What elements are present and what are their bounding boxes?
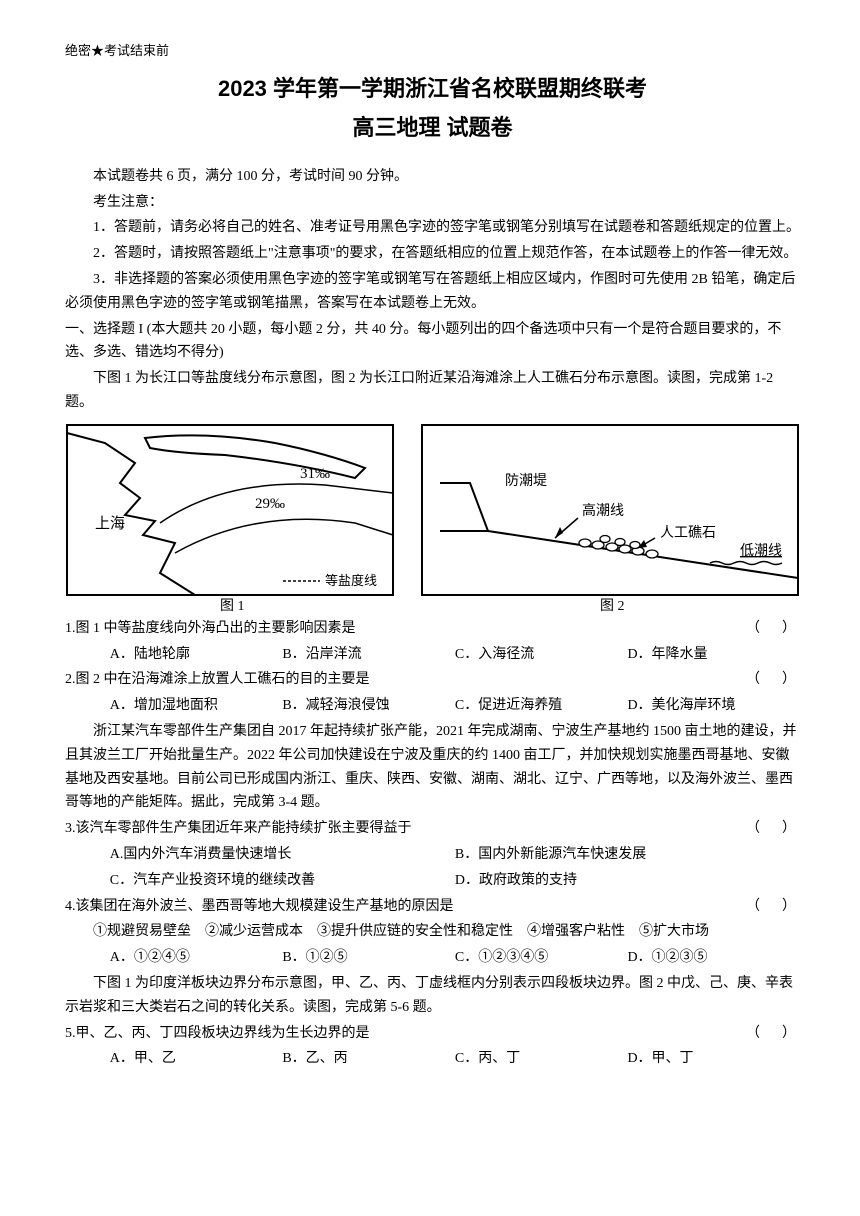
- q4-opt-a: A．①②④⑤: [110, 946, 283, 970]
- question-3: 3.该汽车零部件生产集团近年来产能持续扩张主要得益于 （ ）: [65, 817, 800, 841]
- q1-opt-d: D．年降水量: [627, 643, 800, 667]
- q3-options-row2: C．汽车产业投资环境的继续改善 D．政府政策的支持: [65, 869, 800, 893]
- q3-opt-a: A.国内外汽车消费量快速增长: [110, 843, 455, 867]
- q4-opt-c: C．①②③④⑤: [455, 946, 628, 970]
- title-main: 2023 学年第一学期浙江省名校联盟期终联考: [65, 70, 800, 107]
- q3-opt-c: C．汽车产业投资环境的继续改善: [110, 869, 455, 893]
- q2-options: A．增加湿地面积 B．减轻海浪侵蚀 C．促进近海养殖 D．美化海岸环境: [65, 694, 800, 718]
- q1-paren: （ ）: [746, 617, 800, 641]
- q5-paren: （ ）: [746, 1022, 800, 1046]
- fig2-hightide: 高潮线: [582, 502, 624, 519]
- question-1: 1.图 1 中等盐度线向外海凸出的主要影响因素是 （ ）: [65, 617, 800, 641]
- q4-opt-d: D．①②③⑤: [627, 946, 800, 970]
- intro-line: 本试题卷共 6 页，满分 100 分，考试时间 90 分钟。: [65, 165, 800, 189]
- notice-2: 2．答题时，请按照答题纸上"注意事项"的要求，在答题纸相应的位置上规范作答，在本…: [65, 242, 800, 266]
- figure-2: 防潮堤 高潮线 人工礁石 低潮线 图 2: [420, 423, 800, 613]
- q4-items: ①规避贸易壁垒 ②减少运营成本 ③提升供应链的安全性和稳定性 ④增强客户粘性 ⑤…: [65, 920, 800, 944]
- fig2-lowtide: 低潮线: [740, 543, 782, 559]
- title-sub: 高三地理 试题卷: [65, 109, 800, 146]
- fig1-city: 上海: [95, 515, 125, 532]
- fig1-contour1: 31‰: [300, 466, 330, 482]
- q3-opt-b: B．国内外新能源汽车快速发展: [455, 843, 800, 867]
- question-4: 4.该集团在海外波兰、墨西哥等地大规模建设生产基地的原因是 （ ）: [65, 895, 800, 919]
- notice-header: 考生注意：: [65, 191, 800, 215]
- q2-paren: （ ）: [746, 668, 800, 692]
- fig2-caption: 图 2: [600, 599, 625, 613]
- q2-opt-d: D．美化海岸环境: [627, 694, 800, 718]
- q5-opt-b: B．乙、丙: [282, 1047, 455, 1071]
- fig1-contour2: 29‰: [255, 496, 285, 512]
- q4-opt-b: B．①②⑤: [282, 946, 455, 970]
- figure-1-svg: 31‰ 29‰ 上海 等盐度线 图 1: [65, 423, 395, 613]
- passage-3: 下图 1 为印度洋板块边界分布示意图，甲、乙、丙、丁虚线框内分别表示四段板块边界…: [65, 972, 800, 1020]
- q1-opt-a: A．陆地轮廓: [110, 643, 283, 667]
- fig1-legend: 等盐度线: [325, 573, 377, 588]
- q3-opt-d: D．政府政策的支持: [455, 869, 800, 893]
- notice-3: 3．非选择题的答案必须使用黑色字迹的签字笔或钢笔写在答题纸上相应区域内，作图时可…: [65, 268, 800, 316]
- q3-stem: 3.该汽车零部件生产集团近年来产能持续扩张主要得益于: [65, 817, 412, 841]
- fig2-dike: 防潮堤: [505, 473, 547, 489]
- q4-stem: 4.该集团在海外波兰、墨西哥等地大规模建设生产基地的原因是: [65, 895, 454, 919]
- q1-opt-b: B．沿岸洋流: [282, 643, 455, 667]
- q2-stem: 2.图 2 中在沿海滩涂上放置人工礁石的目的主要是: [65, 668, 370, 692]
- q5-opt-d: D．甲、丁: [627, 1047, 800, 1071]
- notice-1: 1．答题前，请务必将自己的姓名、准考证号用黑色字迹的签字笔或钢笔分别填写在试题卷…: [65, 216, 800, 240]
- q3-paren: （ ）: [746, 817, 800, 841]
- q3-options-row1: A.国内外汽车消费量快速增长 B．国内外新能源汽车快速发展: [65, 843, 800, 867]
- q5-options: A．甲、乙 B．乙、丙 C．丙、丁 D．甲、丁: [65, 1047, 800, 1071]
- q5-stem: 5.甲、乙、丙、丁四段板块边界线为生长边界的是: [65, 1022, 370, 1046]
- q1-options: A．陆地轮廓 B．沿岸洋流 C．入海径流 D．年降水量: [65, 643, 800, 667]
- passage-2: 浙江某汽车零部件生产集团自 2017 年起持续扩张产能，2021 年完成湖南、宁…: [65, 720, 800, 815]
- section-1-header: 一、选择题 I (本大题共 20 小题，每小题 2 分，共 40 分。每小题列出…: [65, 318, 800, 366]
- q5-opt-a: A．甲、乙: [110, 1047, 283, 1071]
- question-5: 5.甲、乙、丙、丁四段板块边界线为生长边界的是 （ ）: [65, 1022, 800, 1046]
- q4-options: A．①②④⑤ B．①②⑤ C．①②③④⑤ D．①②③⑤: [65, 946, 800, 970]
- fig1-caption: 图 1: [220, 599, 245, 613]
- q5-opt-c: C．丙、丁: [455, 1047, 628, 1071]
- q2-opt-b: B．减轻海浪侵蚀: [282, 694, 455, 718]
- figure-row: 31‰ 29‰ 上海 等盐度线 图 1: [65, 423, 800, 613]
- q4-paren: （ ）: [746, 895, 800, 919]
- passage-1: 下图 1 为长江口等盐度线分布示意图，图 2 为长江口附近某沿海滩涂上人工礁石分…: [65, 367, 800, 415]
- figure-2-svg: 防潮堤 高潮线 人工礁石 低潮线 图 2: [420, 423, 800, 613]
- question-2: 2.图 2 中在沿海滩涂上放置人工礁石的目的主要是 （ ）: [65, 668, 800, 692]
- fig2-reef: 人工礁石: [660, 525, 716, 541]
- q2-opt-a: A．增加湿地面积: [110, 694, 283, 718]
- confidential-label: 绝密★考试结束前: [65, 40, 800, 62]
- q1-opt-c: C．入海径流: [455, 643, 628, 667]
- figure-1: 31‰ 29‰ 上海 等盐度线 图 1: [65, 423, 395, 613]
- q2-opt-c: C．促进近海养殖: [455, 694, 628, 718]
- q1-stem: 1.图 1 中等盐度线向外海凸出的主要影响因素是: [65, 617, 356, 641]
